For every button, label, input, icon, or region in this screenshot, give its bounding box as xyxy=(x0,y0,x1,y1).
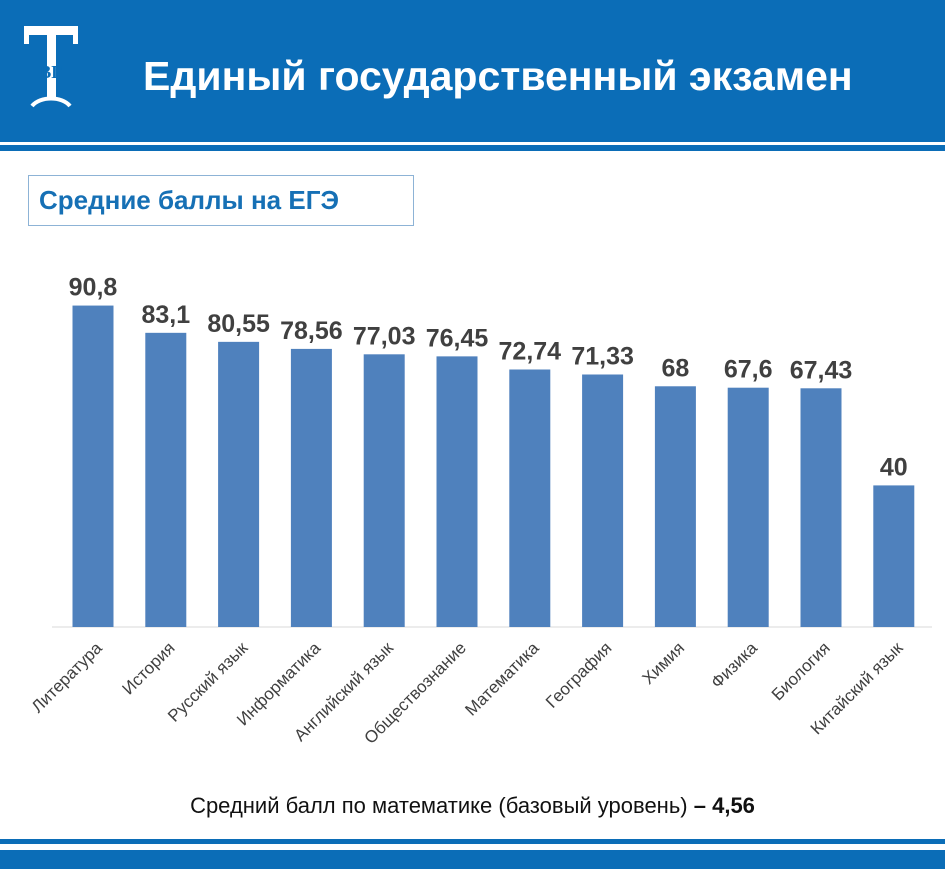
data-label: 80,55 xyxy=(207,310,270,338)
bar xyxy=(800,388,842,627)
vg-logo: ВГ xyxy=(24,26,78,108)
data-label: 67,6 xyxy=(724,356,773,384)
bar xyxy=(290,348,332,627)
bar xyxy=(72,305,114,627)
data-label: 76,45 xyxy=(426,324,489,352)
bar xyxy=(363,354,405,627)
data-label: 71,33 xyxy=(571,342,634,370)
bar xyxy=(582,374,624,627)
data-label: 67,43 xyxy=(790,356,853,384)
footer-divider-line xyxy=(0,839,945,844)
svg-text:ВГ: ВГ xyxy=(39,62,62,82)
header-bar: ВГ Единый государственный экзамен xyxy=(0,0,945,142)
page-title: Единый государственный экзамен xyxy=(143,53,853,99)
category-label: Биология xyxy=(768,638,834,704)
subtitle-box: Средние баллы на ЕГЭ xyxy=(28,175,414,226)
bar xyxy=(436,356,478,627)
chart-subtitle: Средние баллы на ЕГЭ xyxy=(39,185,339,215)
category-label: Математика xyxy=(461,638,543,720)
data-label: 78,56 xyxy=(280,317,343,345)
category-label: Физика xyxy=(707,638,761,692)
footnote-value: – 4,56 xyxy=(693,793,755,818)
footnote: Средний балл по математике (базовый уров… xyxy=(0,793,945,819)
bar xyxy=(727,387,769,627)
bar xyxy=(654,386,696,627)
category-label: Химия xyxy=(639,638,689,688)
category-label: Литература xyxy=(28,638,106,716)
category-label: История xyxy=(119,638,179,698)
footer-bar xyxy=(0,850,945,869)
bar xyxy=(145,332,187,627)
data-label: 77,03 xyxy=(353,322,416,350)
bar xyxy=(218,341,260,627)
footnote-text: Средний балл по математике (базовый уров… xyxy=(190,793,688,818)
data-label: 90,8 xyxy=(69,274,118,302)
data-label: 72,74 xyxy=(499,338,562,366)
category-label: География xyxy=(542,638,615,711)
data-label: 83,1 xyxy=(141,301,190,329)
data-label: 40 xyxy=(880,453,908,481)
header-divider-line xyxy=(0,145,945,151)
data-label: 68 xyxy=(661,354,689,382)
bar xyxy=(873,485,915,627)
bar xyxy=(509,369,551,627)
